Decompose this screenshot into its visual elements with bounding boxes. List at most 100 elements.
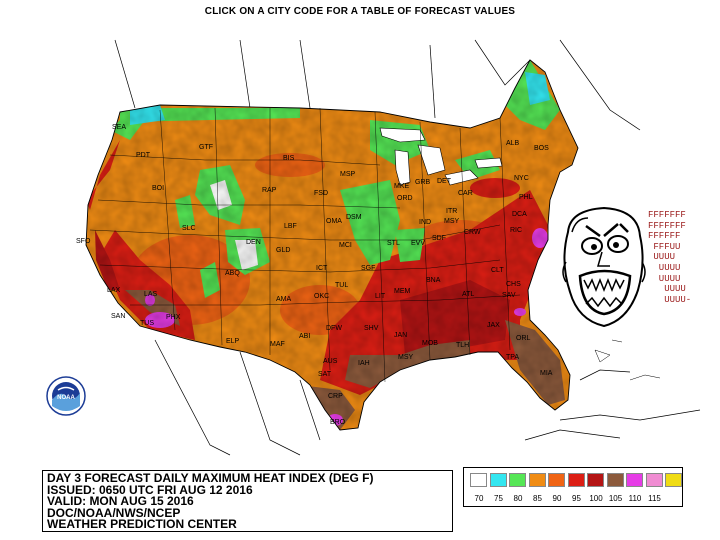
page-instruction: CLICK ON A CITY CODE FOR A TABLE OF FORE… xyxy=(204,6,516,17)
city-code-bos[interactable]: BOS xyxy=(534,145,549,152)
city-code-mia[interactable]: MIA xyxy=(540,370,553,377)
city-code-ict[interactable]: ICT xyxy=(316,265,328,272)
city-code-evv[interactable]: EVV xyxy=(411,240,426,247)
legend-swatch xyxy=(626,473,643,487)
city-code-oma[interactable]: OMA xyxy=(326,218,342,225)
city-code-bna[interactable]: BNA xyxy=(426,277,441,284)
forecast-info-box: DAY 3 FORECAST DAILY MAXIMUM HEAT INDEX … xyxy=(42,470,453,532)
svg-text:NOAA: NOAA xyxy=(57,395,75,401)
legend-label: 80 xyxy=(513,494,523,503)
legend-swatch xyxy=(509,473,526,487)
city-code-mci[interactable]: MCI xyxy=(339,242,352,249)
legend-swatch xyxy=(528,473,546,487)
legend-label: 110 xyxy=(628,494,642,503)
legend-label: 70 xyxy=(474,494,484,503)
forecast-title: DAY 3 FORECAST DAILY MAXIMUM HEAT INDEX … xyxy=(47,471,374,485)
city-code-bro[interactable]: BRO xyxy=(330,419,346,426)
city-code-sdf[interactable]: SDF xyxy=(432,235,446,242)
city-code-shv[interactable]: SHV xyxy=(364,325,379,332)
city-code-mob[interactable]: MOB xyxy=(422,340,438,347)
city-code-pdt[interactable]: PDT xyxy=(136,152,150,159)
city-code-phl[interactable]: PHL xyxy=(519,194,533,201)
city-code-chs[interactable]: CHS xyxy=(506,281,521,288)
city-code-bis[interactable]: BIS xyxy=(283,155,295,162)
city-code-fsd[interactable]: FSD xyxy=(314,190,328,197)
city-code-sat[interactable]: SAT xyxy=(318,371,332,378)
city-code-tpa[interactable]: TPA xyxy=(506,354,520,361)
city-code-abq[interactable]: ABQ xyxy=(225,270,240,277)
great-lakes xyxy=(379,127,503,186)
city-code-den[interactable]: DEN xyxy=(246,239,261,246)
legend-swatch xyxy=(548,473,565,487)
legend-label: 90 xyxy=(552,494,562,503)
city-code-elp[interactable]: ELP xyxy=(226,338,240,345)
city-code-det[interactable]: DET xyxy=(437,178,451,185)
city-code-ric[interactable]: RIC xyxy=(510,227,523,234)
city-code-okc[interactable]: OKC xyxy=(314,293,330,300)
city-code-msy[interactable]: MSY xyxy=(398,354,414,361)
city-code-gld[interactable]: GLD xyxy=(276,247,291,254)
city-code-msp[interactable]: MSP xyxy=(340,171,356,178)
city-code-maf[interactable]: MAF xyxy=(270,341,285,348)
city-code-dsm[interactable]: DSM xyxy=(346,214,362,221)
city-code-jax[interactable]: JAX xyxy=(487,322,500,329)
city-code-rap[interactable]: RAP xyxy=(262,187,277,194)
city-code-ord[interactable]: ORD xyxy=(397,195,413,202)
city-code-crp[interactable]: CRP xyxy=(328,393,343,400)
state-boundaries xyxy=(89,107,521,383)
city-code-dfw[interactable]: DFW xyxy=(326,325,342,332)
coast-details xyxy=(594,339,661,381)
city-code-stl[interactable]: STL xyxy=(387,240,400,247)
city-code-orl[interactable]: ORL xyxy=(516,335,531,342)
legend-swatch xyxy=(645,473,663,487)
legend-label: 115 xyxy=(648,494,661,503)
color-legend: 70 75 80 85 90 95 100 105 110 115 xyxy=(463,467,683,507)
city-code-abi[interactable]: ABI xyxy=(299,333,311,340)
city-code-sgf[interactable]: SGF xyxy=(361,265,376,272)
city-code-crw[interactable]: CRW xyxy=(464,229,481,236)
legend-label: 85 xyxy=(533,494,542,503)
city-code-gtf[interactable]: GTF xyxy=(199,144,213,151)
city-code-tus[interactable]: TUS xyxy=(140,320,154,327)
legend-swatch xyxy=(470,473,487,487)
city-code-mem[interactable]: MEM xyxy=(394,288,411,295)
city-code-sfo[interactable]: SFO xyxy=(76,238,91,245)
city-code-boi[interactable]: BOI xyxy=(152,185,165,192)
city-code-jan[interactable]: JAN xyxy=(394,332,408,339)
city-code-clt[interactable]: CLT xyxy=(491,267,504,274)
city-code-itr[interactable]: ITR xyxy=(446,208,458,215)
legend-swatch xyxy=(587,473,604,487)
background-geography xyxy=(114,39,701,456)
city-code-mke[interactable]: MKE xyxy=(394,183,410,190)
city-code-sea[interactable]: SEA xyxy=(112,124,127,131)
city-code-phx[interactable]: PHX xyxy=(166,314,181,321)
legend-label: 100 xyxy=(589,494,603,503)
city-code-car[interactable]: CAR xyxy=(458,190,473,197)
city-code-grb[interactable]: GRB xyxy=(415,179,431,186)
city-code-nyc[interactable]: NYC xyxy=(514,175,529,182)
city-code-dca[interactable]: DCA xyxy=(512,211,527,218)
city-code-alb[interactable]: ALB xyxy=(506,140,520,147)
legend-label: 95 xyxy=(572,494,581,503)
meme-text: FFFFFFF FFFFFFF FFFFFF FFFUU UUUU UUUU U… xyxy=(648,210,692,305)
city-code-tlh[interactable]: TLH xyxy=(456,342,470,349)
city-code-iah[interactable]: IAH xyxy=(358,360,370,367)
city-code-atl[interactable]: ATL xyxy=(462,291,475,298)
city-code-slc[interactable]: SLC xyxy=(182,225,196,232)
city-code-lit[interactable]: LIT xyxy=(375,293,386,300)
city-code-lbf[interactable]: LBF xyxy=(284,223,297,230)
city-code-san[interactable]: SAN xyxy=(111,313,126,320)
city-code-msy[interactable]: MSY xyxy=(444,218,460,225)
city-code-aus[interactable]: AUS xyxy=(323,358,338,365)
rage-face-icon xyxy=(562,206,646,328)
city-code-tul[interactable]: TUL xyxy=(335,282,349,289)
city-code-sav[interactable]: SAV xyxy=(502,292,516,299)
legend-swatch xyxy=(606,473,624,487)
city-code-ama[interactable]: AMA xyxy=(276,296,292,303)
city-code-lax[interactable]: LAX xyxy=(107,287,121,294)
center-name: WEATHER PREDICTION CENTER xyxy=(47,517,237,531)
city-code-las[interactable]: LAS xyxy=(144,291,158,298)
city-code-ind[interactable]: IND xyxy=(419,219,432,226)
legend-swatch xyxy=(665,473,682,487)
